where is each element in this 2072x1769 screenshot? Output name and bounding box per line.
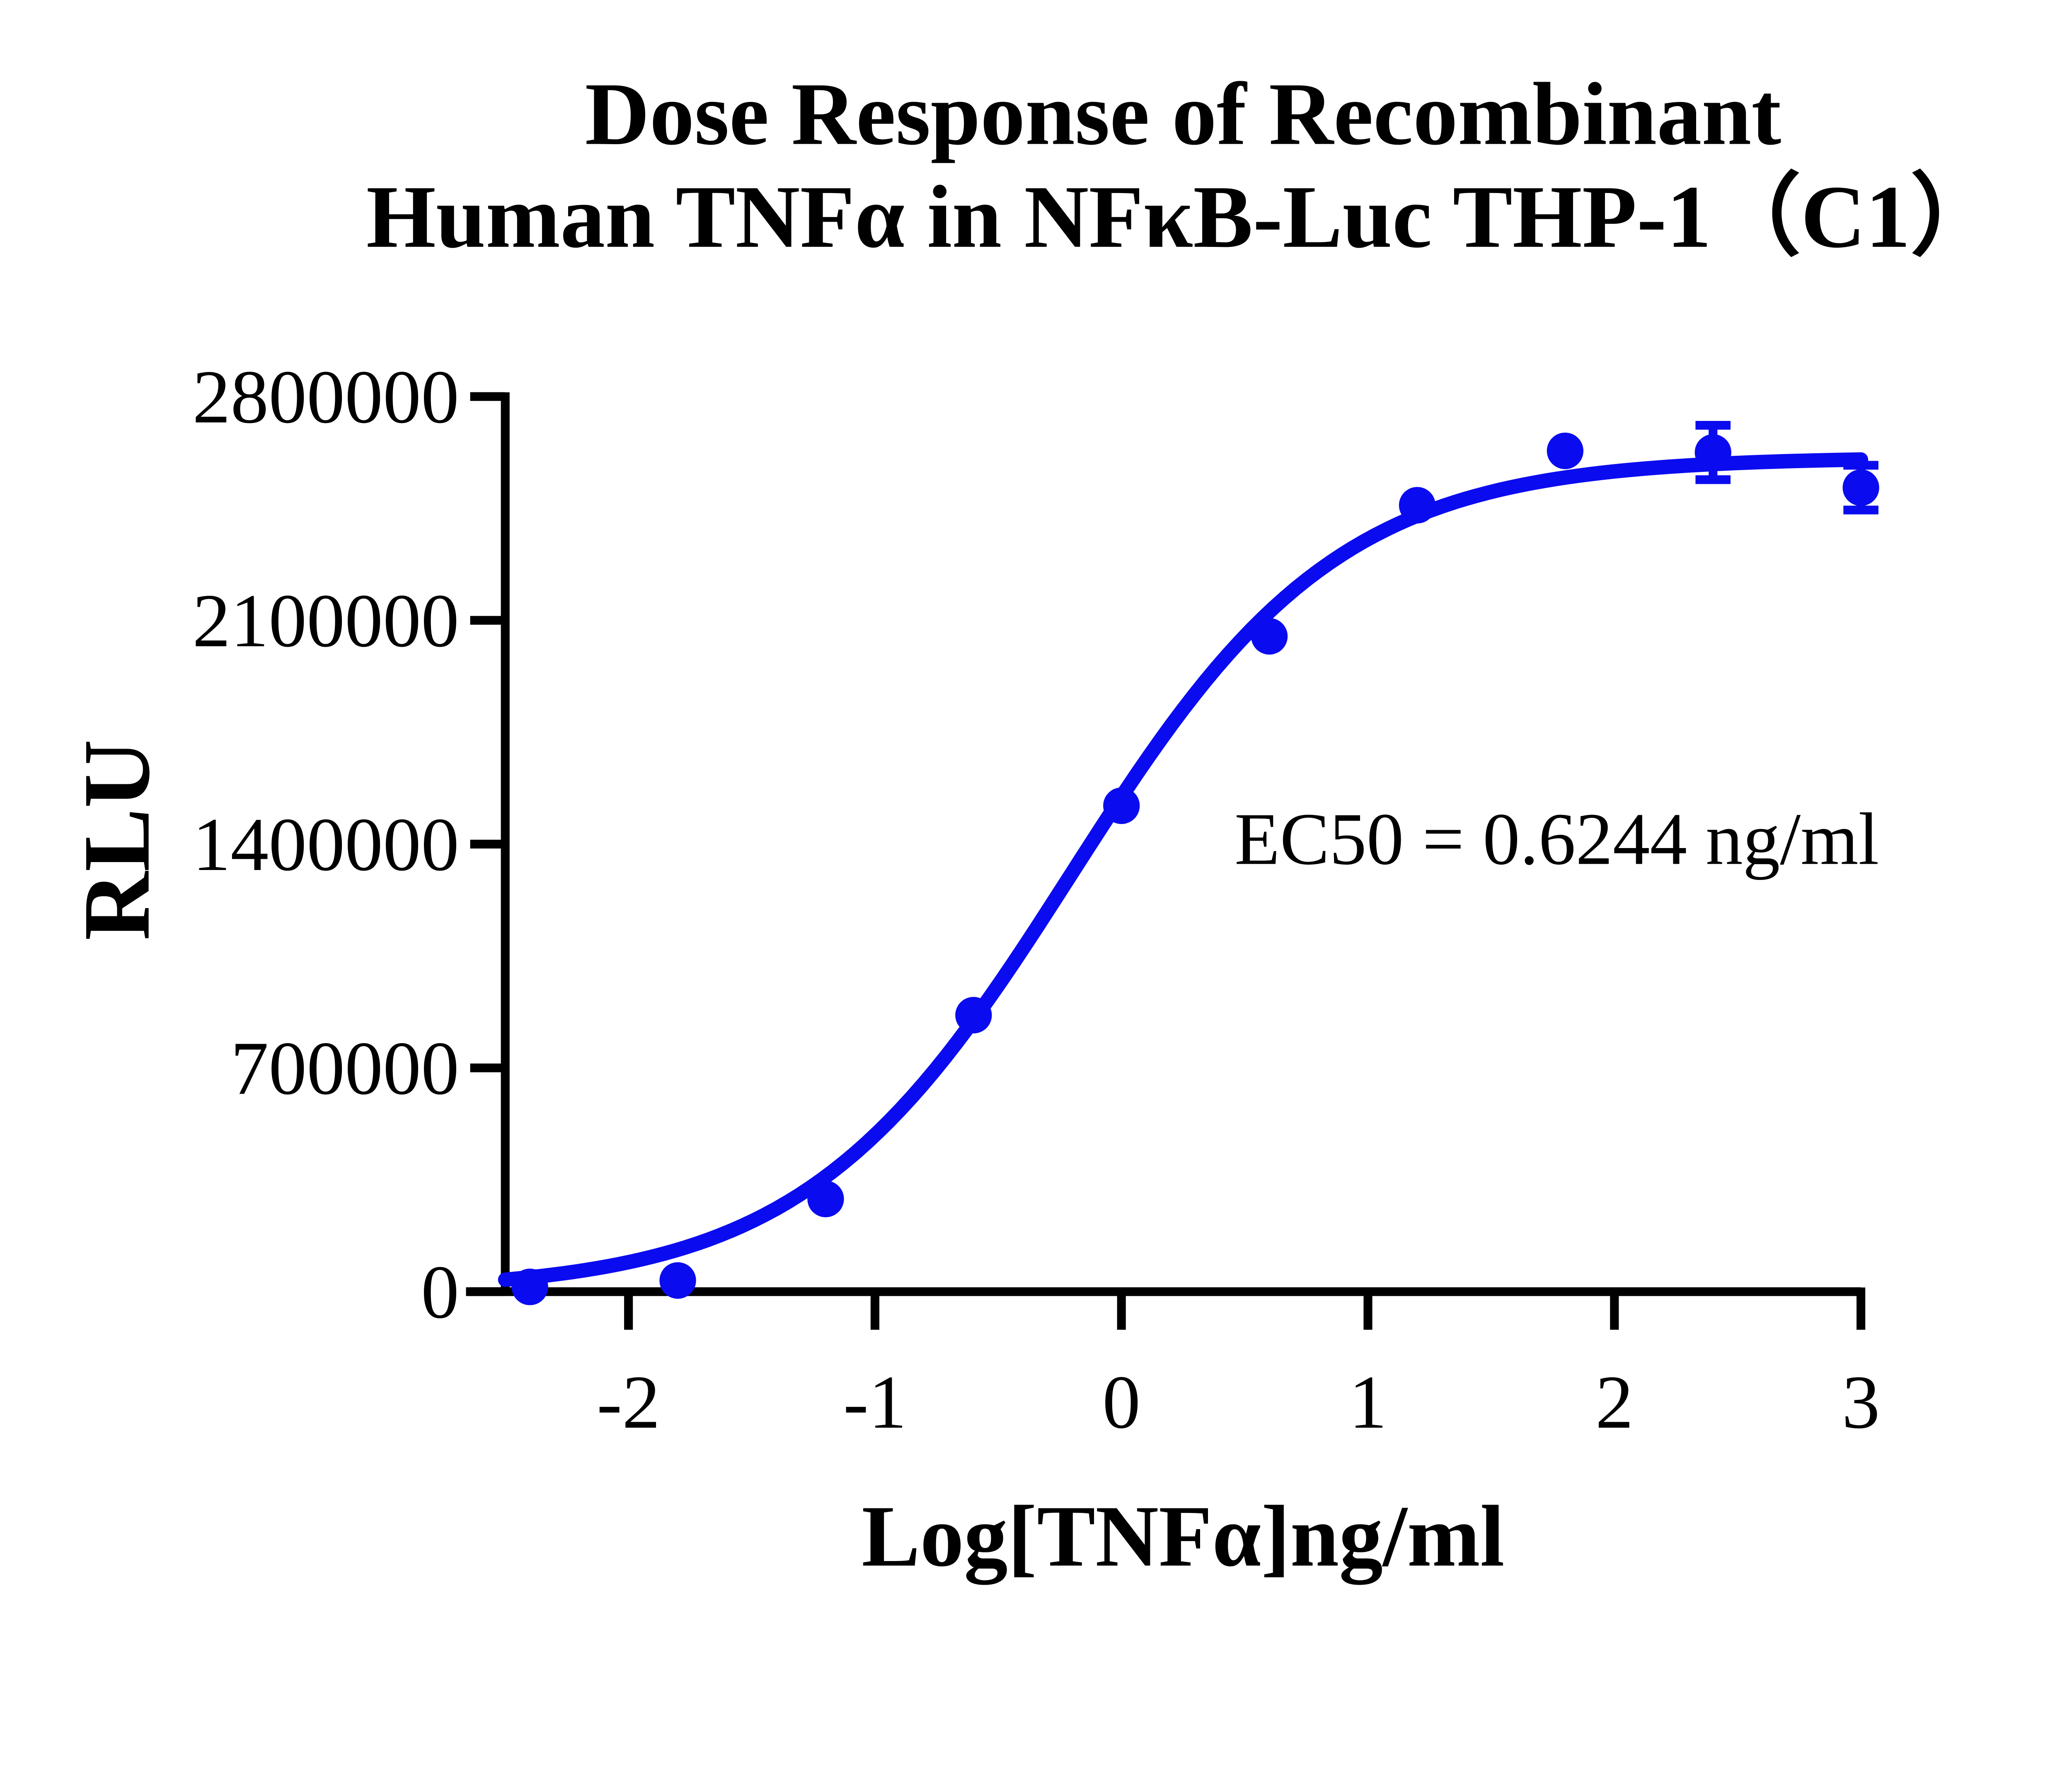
chart-canvas: Dose Response of Recombinant Human TNFα … [0, 0, 2072, 1626]
data-point-marker [1251, 618, 1288, 655]
x-tick-label: 2 [1595, 1360, 1634, 1444]
chart-title-line1: Dose Response of Recombinant [585, 64, 1782, 164]
x-tick-label: 1 [1349, 1360, 1387, 1444]
data-points [511, 433, 1879, 1305]
x-axis-ticks: -2 -1 0 1 2 3 [597, 1287, 1880, 1444]
y-axis-ticks: 0 700000 1400000 2100000 2800000 [192, 355, 506, 1334]
dose-response-figure: Dose Response of Recombinant Human TNFα … [0, 0, 2072, 1626]
x-tick-label: -2 [597, 1360, 660, 1444]
data-point-marker [511, 1269, 548, 1305]
data-point-marker [659, 1262, 696, 1299]
data-point-marker [807, 1180, 844, 1218]
data-point-marker [1399, 487, 1436, 524]
y-axis-title: RLU [64, 740, 169, 940]
x-tick-label: 0 [1102, 1360, 1140, 1444]
x-tick-label: -1 [843, 1360, 907, 1444]
fit-curve-line [498, 452, 1869, 1287]
data-point-marker [1103, 787, 1140, 824]
data-point-marker [1842, 469, 1879, 506]
x-axis-title: Log[TNFα]ng/ml [862, 1488, 1504, 1585]
y-tick-label: 2800000 [192, 355, 459, 439]
y-tick-label: 700000 [230, 1026, 459, 1110]
x-tick-label: 3 [1842, 1360, 1880, 1444]
chart-title-line2: Human TNFα in NFκB-Luc THP-1（C1） [366, 167, 2000, 266]
y-tick-label: 1400000 [192, 802, 459, 887]
data-point-marker [955, 997, 992, 1034]
y-tick-label: 2100000 [192, 578, 459, 663]
chart-background [0, 0, 2072, 1626]
y-tick-label: 0 [421, 1249, 459, 1334]
ec50-annotation: EC50 = 0.6244 ng/ml [1234, 798, 1879, 880]
data-point-marker [1547, 433, 1583, 469]
data-point-marker [1694, 434, 1731, 471]
